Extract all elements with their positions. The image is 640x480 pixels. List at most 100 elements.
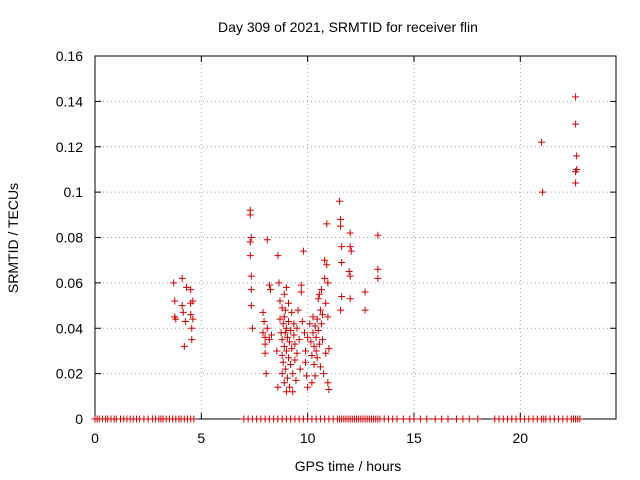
chart-title: Day 309 of 2021, SRMTID for receiver fli…	[218, 19, 478, 35]
data-point	[171, 297, 179, 305]
data-point	[304, 383, 312, 391]
data-point	[322, 299, 330, 307]
data-point	[278, 351, 286, 359]
data-point	[319, 336, 327, 344]
data-point	[276, 315, 284, 323]
data-point	[416, 415, 424, 423]
data-point	[538, 138, 546, 146]
data-point	[315, 290, 323, 298]
data-point	[572, 179, 580, 187]
data-point	[309, 313, 317, 321]
data-point	[324, 279, 332, 287]
data-point	[172, 315, 180, 323]
data-point	[307, 338, 315, 346]
data-point	[266, 286, 274, 294]
data-point	[345, 268, 353, 276]
data-point	[374, 274, 382, 282]
data-point	[263, 236, 271, 244]
data-point	[178, 302, 186, 310]
data-point	[278, 336, 286, 344]
data-point	[246, 211, 254, 219]
data-point	[311, 372, 319, 380]
data-point	[293, 324, 301, 332]
data-point	[181, 317, 189, 325]
data-point	[346, 295, 354, 303]
data-point	[325, 386, 333, 394]
data-point	[324, 379, 332, 387]
data-point	[374, 265, 382, 273]
data-point	[336, 197, 344, 205]
data-point	[572, 120, 580, 128]
data-point	[313, 315, 321, 323]
data-point	[170, 279, 178, 287]
data-point	[246, 252, 254, 260]
data-point	[290, 320, 298, 328]
data-point	[276, 297, 284, 305]
data-point	[282, 388, 290, 396]
y-tick-label: 0.1	[64, 184, 84, 200]
data-point	[280, 290, 288, 298]
data-point	[312, 347, 320, 355]
y-tick-label: 0.02	[56, 366, 83, 382]
data-point	[188, 336, 196, 344]
data-point	[324, 313, 332, 321]
data-point	[281, 365, 289, 373]
data-point	[297, 288, 305, 296]
data-point	[289, 388, 297, 396]
data-point	[187, 286, 195, 294]
y-tick-label: 0.14	[56, 93, 83, 109]
data-point	[289, 370, 297, 378]
data-point	[459, 415, 467, 423]
data-point	[261, 333, 269, 341]
data-point	[246, 238, 254, 246]
data-point	[283, 333, 291, 341]
data-point	[273, 347, 281, 355]
data-point	[190, 415, 198, 423]
y-tick-label: 0.12	[56, 139, 83, 155]
y-tick-label: 0.04	[56, 320, 83, 336]
data-point	[317, 320, 325, 328]
data-point	[323, 261, 331, 269]
data-point	[247, 302, 255, 310]
data-point	[423, 415, 431, 423]
data-point	[311, 322, 319, 330]
x-axis-label: GPS time / hours	[295, 458, 402, 474]
data-point	[286, 338, 294, 346]
x-tick-label: 15	[406, 430, 422, 446]
data-point	[302, 358, 310, 366]
data-point	[312, 333, 320, 341]
data-point	[285, 299, 293, 307]
data-point	[291, 356, 299, 364]
data-point	[297, 281, 305, 289]
data-point	[280, 313, 288, 321]
data-point	[287, 327, 295, 335]
y-tick-label: 0.08	[56, 230, 83, 246]
data-point	[308, 379, 316, 387]
data-point	[279, 320, 287, 328]
data-point	[261, 349, 269, 357]
data-point	[298, 317, 306, 325]
data-point	[285, 354, 293, 362]
data-point	[393, 415, 401, 423]
data-point	[187, 311, 195, 319]
grid	[95, 56, 616, 419]
data-point	[274, 252, 282, 260]
data-point	[572, 93, 580, 101]
data-point	[316, 363, 324, 371]
data-point	[260, 317, 268, 325]
data-point	[247, 272, 255, 280]
data-point	[259, 308, 267, 316]
axis-ticks: 0 0.02 0.04 0.06 0.08 0.1 0.12 0.14 0.16 0 5 10 15 20	[56, 48, 616, 446]
data-point	[279, 358, 287, 366]
data-point	[248, 324, 256, 332]
data-point	[268, 331, 276, 339]
data-point	[263, 324, 271, 332]
data-point	[338, 258, 346, 266]
data-point	[281, 329, 289, 337]
data-point	[316, 306, 324, 314]
data-point	[178, 274, 186, 282]
data-point	[453, 415, 461, 423]
data-point	[346, 272, 354, 280]
data-point	[282, 283, 290, 291]
data-point	[293, 349, 301, 357]
